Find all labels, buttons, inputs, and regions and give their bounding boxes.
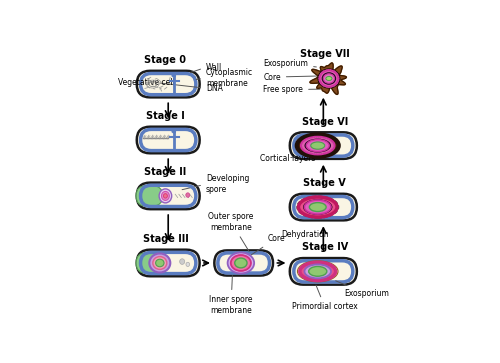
Ellipse shape bbox=[301, 137, 334, 154]
Ellipse shape bbox=[310, 203, 326, 212]
Text: Developing
spore: Developing spore bbox=[182, 175, 250, 194]
Text: Core: Core bbox=[244, 234, 285, 259]
Text: DNA: DNA bbox=[160, 83, 223, 93]
Ellipse shape bbox=[311, 142, 324, 149]
Ellipse shape bbox=[326, 77, 332, 81]
Ellipse shape bbox=[234, 258, 247, 268]
Text: Stage III: Stage III bbox=[142, 234, 188, 244]
FancyBboxPatch shape bbox=[137, 71, 200, 97]
Ellipse shape bbox=[153, 257, 167, 269]
Text: Inner spore
membrane: Inner spore membrane bbox=[210, 276, 253, 314]
Text: Outer spore
membrane: Outer spore membrane bbox=[208, 212, 254, 252]
Text: Exosporium: Exosporium bbox=[263, 59, 316, 68]
FancyBboxPatch shape bbox=[136, 185, 162, 206]
Text: Vegetative cell: Vegetative cell bbox=[118, 78, 174, 87]
Ellipse shape bbox=[303, 199, 332, 215]
Ellipse shape bbox=[306, 139, 329, 152]
Ellipse shape bbox=[162, 191, 170, 200]
Ellipse shape bbox=[320, 70, 338, 87]
Ellipse shape bbox=[150, 253, 171, 273]
Text: Exosporium: Exosporium bbox=[336, 281, 389, 298]
Text: Stage IV: Stage IV bbox=[302, 242, 348, 252]
FancyBboxPatch shape bbox=[214, 250, 273, 276]
FancyBboxPatch shape bbox=[290, 132, 357, 159]
Text: Free spore: Free spore bbox=[263, 85, 320, 94]
Ellipse shape bbox=[322, 72, 336, 85]
Ellipse shape bbox=[300, 262, 336, 281]
Ellipse shape bbox=[159, 189, 172, 203]
Text: Core: Core bbox=[263, 73, 328, 82]
Text: Primordial cortex: Primordial cortex bbox=[292, 285, 358, 311]
Text: Stage II: Stage II bbox=[144, 167, 186, 177]
Text: Stage VII: Stage VII bbox=[300, 49, 350, 60]
Ellipse shape bbox=[324, 74, 334, 83]
Text: Stage 0: Stage 0 bbox=[144, 55, 186, 65]
Text: Stage V: Stage V bbox=[304, 178, 346, 188]
Ellipse shape bbox=[304, 200, 331, 214]
Text: Stage VI: Stage VI bbox=[302, 117, 348, 127]
Text: Stage I: Stage I bbox=[146, 111, 185, 121]
Ellipse shape bbox=[172, 74, 176, 77]
Ellipse shape bbox=[304, 139, 331, 152]
Text: Wall: Wall bbox=[190, 63, 222, 73]
Ellipse shape bbox=[308, 266, 327, 276]
Text: Cortical layers: Cortical layers bbox=[260, 154, 316, 163]
Ellipse shape bbox=[298, 197, 337, 217]
Ellipse shape bbox=[186, 193, 190, 197]
Text: Dehydration: Dehydration bbox=[282, 230, 329, 239]
Ellipse shape bbox=[156, 259, 164, 267]
FancyBboxPatch shape bbox=[137, 127, 200, 153]
FancyBboxPatch shape bbox=[137, 250, 200, 276]
Ellipse shape bbox=[164, 193, 168, 198]
Polygon shape bbox=[310, 63, 346, 94]
Ellipse shape bbox=[297, 134, 339, 157]
Ellipse shape bbox=[318, 69, 340, 89]
Ellipse shape bbox=[228, 253, 254, 273]
FancyBboxPatch shape bbox=[290, 194, 357, 220]
Ellipse shape bbox=[180, 259, 184, 264]
FancyBboxPatch shape bbox=[137, 183, 200, 209]
FancyBboxPatch shape bbox=[290, 258, 357, 285]
FancyBboxPatch shape bbox=[136, 253, 162, 273]
Ellipse shape bbox=[186, 262, 190, 266]
Ellipse shape bbox=[304, 264, 331, 278]
Text: Cytoplasmic
membrane: Cytoplasmic membrane bbox=[196, 68, 253, 87]
Ellipse shape bbox=[172, 130, 176, 133]
Ellipse shape bbox=[231, 255, 251, 271]
